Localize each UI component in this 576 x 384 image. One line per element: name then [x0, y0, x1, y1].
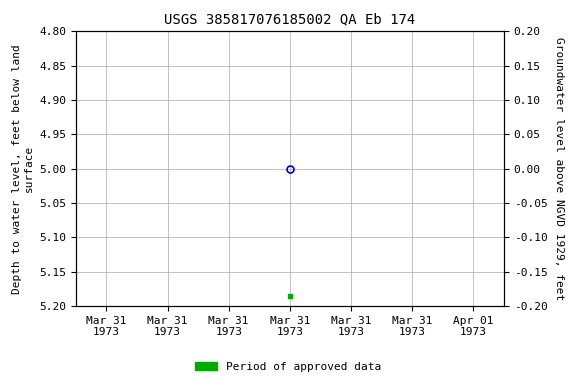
Y-axis label: Depth to water level, feet below land
surface: Depth to water level, feet below land su… [12, 44, 33, 294]
Y-axis label: Groundwater level above NGVD 1929, feet: Groundwater level above NGVD 1929, feet [554, 37, 564, 300]
Legend: Period of approved data: Period of approved data [191, 358, 385, 377]
Title: USGS 385817076185002 QA Eb 174: USGS 385817076185002 QA Eb 174 [164, 12, 415, 26]
